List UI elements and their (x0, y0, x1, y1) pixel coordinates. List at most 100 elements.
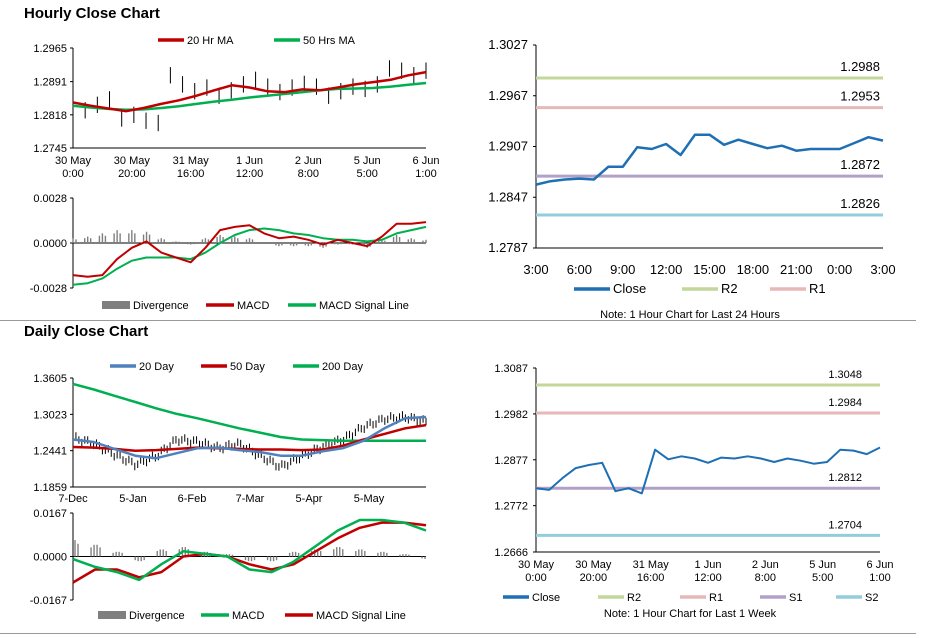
hourly-level-s2-label: 1.2826 (840, 196, 880, 211)
bottom-divider (0, 633, 916, 634)
hourly-level-s1-label: 1.2872 (840, 157, 880, 172)
weekly-level-r2-label: 1.3048 (828, 369, 862, 381)
hourly-close-ytick-label: 1.2967 (488, 88, 528, 103)
hourly-macd-signal-line (72, 225, 427, 286)
hourly-level-r1-label: 1.2953 (840, 89, 880, 104)
daily-200day-ma-line (72, 382, 426, 442)
daily-price-ytick-label: 1.2441 (33, 446, 67, 458)
hourly-20hr-ma-line (72, 70, 427, 113)
legend-hourly-r1-label: R1 (809, 281, 826, 296)
hourly-price-xtick-time: 16:00 (177, 168, 205, 180)
weekly-close-xtick-time: 8:00 (755, 572, 776, 584)
weekly-close-xtick-date: 1 Jun (695, 559, 722, 571)
hourly-price-xtick-date: 5 Jun (354, 155, 381, 167)
weekly-level-s1-label: 1.2812 (828, 472, 862, 484)
legend-weekly-s2-label: S2 (865, 592, 878, 604)
legend-50hr-ma-label: 50 Hrs MA (303, 35, 356, 47)
legend-daily-macd-signal-label: MACD Signal Line (316, 610, 406, 622)
weekly-close-line (535, 446, 881, 495)
hourly-close-xtick: 3:00 (523, 262, 548, 277)
legend-hourly-close-label: Close (613, 281, 646, 296)
legend-weekly-r2-label: R2 (627, 592, 641, 604)
weekly-close-ytick-label: 1.2772 (494, 501, 528, 513)
daily-macd-ytick-label: -0.0167 (30, 595, 67, 607)
hourly-price-xtick-date: 30 May (114, 155, 151, 167)
hourly-section-title: Hourly Close Chart (24, 5, 160, 22)
weekly-close-xtick-date: 31 May (633, 559, 670, 571)
hourly-close-xtick: 6:00 (567, 262, 592, 277)
hourly-price-xtick-time: 12:00 (236, 168, 264, 180)
legend-hourly-macd-signal-label: MACD Signal Line (319, 300, 409, 312)
legend-weekly-close-label: Close (532, 592, 560, 604)
hourly-price-xtick-time: 0:00 (62, 168, 83, 180)
hourly-price-xtick-date: 6 Jun (413, 155, 440, 167)
hourly-close-xtick: 21:00 (780, 262, 813, 277)
weekly-close-xtick-date: 30 May (575, 559, 612, 571)
legend-20hr-ma-label: 20 Hr MA (187, 35, 234, 47)
hourly-price-xtick-time: 20:00 (118, 168, 146, 180)
hourly-price-xtick-date: 1 Jun (236, 155, 263, 167)
hourly-close-xtick: 9:00 (610, 262, 635, 277)
daily-price-xtick: 7-Dec (58, 493, 88, 505)
hourly-price-ytick-label: 1.2745 (33, 143, 67, 155)
weekly-close-ytick-label: 1.2877 (494, 455, 528, 467)
hourly-price-ytick-label: 1.2818 (33, 110, 67, 122)
daily-price-xtick: 7-Mar (236, 493, 265, 505)
weekly-close-ytick-label: 1.2982 (494, 409, 528, 421)
legend-hourly-r2-label: R2 (721, 281, 738, 296)
hourly-macd-ytick-label: 0.0000 (33, 238, 67, 250)
legend-daily-divergence-label: Divergence (129, 610, 185, 622)
legend-hourly-divergence-swatch (102, 301, 130, 309)
hourly-close-ytick-label: 1.2787 (488, 240, 528, 255)
hourly-macd-ytick-label: -0.0028 (30, 283, 67, 295)
weekly-close-ytick-label: 1.2666 (494, 547, 528, 559)
daily-20day-ma-line (72, 415, 427, 460)
legend-daily-macd-label: MACD (232, 610, 264, 622)
weekly-close-note: Note: 1 Hour Chart for Last 1 Week (604, 608, 777, 620)
hourly-close-ytick-label: 1.2907 (488, 139, 528, 154)
hourly-close-xtick: 18:00 (737, 262, 770, 277)
hourly-price-xtick-time: 5:00 (356, 168, 377, 180)
weekly-close-xtick-date: 2 Jun (752, 559, 779, 571)
weekly-close-xtick-date: 5 Jun (809, 559, 836, 571)
hourly-close-line (535, 133, 884, 186)
legend-weekly-r1-label: R1 (709, 592, 723, 604)
daily-price-ytick-label: 1.3605 (33, 373, 67, 385)
hourly-close-note: Note: 1 Hour Chart for Last 24 Hours (600, 309, 780, 321)
hourly-close-xtick: 12:00 (650, 262, 683, 277)
hourly-macd-line (72, 221, 427, 278)
weekly-close-ytick-label: 1.3087 (494, 363, 528, 375)
weekly-close-xtick-time: 16:00 (637, 572, 665, 584)
hourly-price-ytick-label: 1.2965 (33, 43, 67, 55)
daily-price-xtick: 5-Apr (296, 493, 323, 505)
hourly-close-ytick-label: 1.3027 (488, 37, 528, 52)
hourly-close-xtick: 15:00 (693, 262, 726, 277)
daily-price-xtick: 6-Feb (178, 493, 207, 505)
weekly-close-xtick-date: 6 Jun (867, 559, 894, 571)
hourly-close-ytick-label: 1.2847 (488, 189, 528, 204)
daily-price-ytick-label: 1.3023 (33, 409, 67, 421)
weekly-close-xtick-time: 0:00 (525, 572, 546, 584)
section-divider (0, 320, 916, 321)
hourly-close-xtick: 3:00 (870, 262, 895, 277)
hourly-price-ytick-label: 1.2891 (33, 77, 67, 89)
hourly-close-xtick: 0:00 (827, 262, 852, 277)
weekly-close-xtick-time: 20:00 (580, 572, 608, 584)
legend-hourly-macd-label: MACD (237, 300, 269, 312)
hourly-level-r2-label: 1.2988 (840, 59, 880, 74)
legend-20day-label: 20 Day (139, 361, 174, 373)
hourly-price-xtick-time: 8:00 (298, 168, 319, 180)
daily-macd-line (72, 518, 427, 582)
weekly-close-xtick-time: 1:00 (869, 572, 890, 584)
hourly-price-xtick-date: 30 May (55, 155, 92, 167)
daily-macd-signal-line (72, 521, 427, 584)
daily-price-xtick: 5-May (354, 493, 385, 505)
legend-weekly-s1-label: S1 (789, 592, 802, 604)
legend-200day-label: 200 Day (322, 361, 363, 373)
legend-hourly-divergence-label: Divergence (133, 300, 189, 312)
hourly-price-xtick-date: 31 May (173, 155, 210, 167)
daily-macd-ytick-label: 0.0167 (33, 508, 67, 520)
legend-daily-divergence-swatch (98, 611, 126, 619)
daily-macd-ytick-label: 0.0000 (33, 552, 67, 564)
